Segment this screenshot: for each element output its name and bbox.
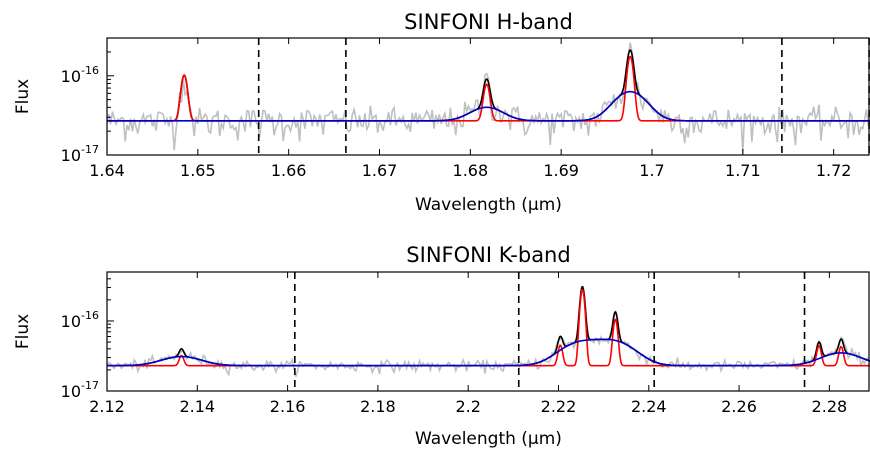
x-tick-label: 1.7	[639, 161, 664, 180]
y-axis-label: Flux	[13, 314, 33, 349]
y-tick-label: 10-17	[61, 143, 99, 165]
x-tick-label: 2.16	[270, 397, 306, 416]
narrow-component-line	[107, 55, 870, 122]
x-tick-label: 2.22	[541, 397, 577, 416]
chart-title: SINFONI H-band	[404, 10, 573, 34]
x-tick-label: 2.12	[89, 397, 125, 416]
x-tick-label: 1.67	[362, 161, 398, 180]
x-axis-label: Wavelength (μm)	[415, 429, 562, 449]
x-tick-label: 2.2	[455, 397, 480, 416]
data-series-line	[107, 42, 870, 154]
plot-area	[107, 38, 870, 155]
y-tick-label: 10-16	[61, 309, 99, 331]
y-tick-label: 10-17	[61, 379, 99, 401]
x-tick-label: 2.14	[179, 397, 215, 416]
plot-area	[107, 272, 870, 391]
plot-frame	[106, 37, 870, 156]
total-model-line	[107, 49, 870, 122]
y-tick-label: 10-16	[61, 64, 99, 86]
x-axis-label: Wavelength (μm)	[415, 195, 562, 215]
plot-frame	[106, 271, 870, 392]
x-tick-label: 2.24	[631, 397, 667, 416]
x-tick-label: 1.72	[816, 161, 852, 180]
chart-panel-1: SINFONI H-band 1.64 1.65 1.66 1.67 1.68 1.69 1.…	[13, 10, 870, 215]
x-tick-label: 2.28	[812, 397, 848, 416]
total-model-line	[107, 285, 870, 367]
x-tick-label: 2.26	[721, 397, 757, 416]
x-tick-label: 2.18	[360, 397, 396, 416]
broad-component-line	[107, 90, 870, 122]
data-series-line	[107, 286, 870, 377]
x-tick-label: 1.69	[543, 161, 579, 180]
x-tick-label: 1.64	[89, 161, 125, 180]
y-axis-label: Flux	[13, 79, 33, 114]
chart-panel-2: SINFONI K-band 2.12 2.14 2.16 2.18 2.2 2.22 2.2…	[13, 243, 870, 449]
narrow-component-line	[107, 288, 870, 367]
x-tick-label: 1.66	[271, 161, 307, 180]
x-tick-label: 1.68	[453, 161, 489, 180]
x-tick-label: 1.65	[180, 161, 216, 180]
broad-component-line	[107, 338, 870, 367]
chart-title: SINFONI K-band	[406, 243, 570, 267]
x-tick-label: 1.71	[725, 161, 761, 180]
